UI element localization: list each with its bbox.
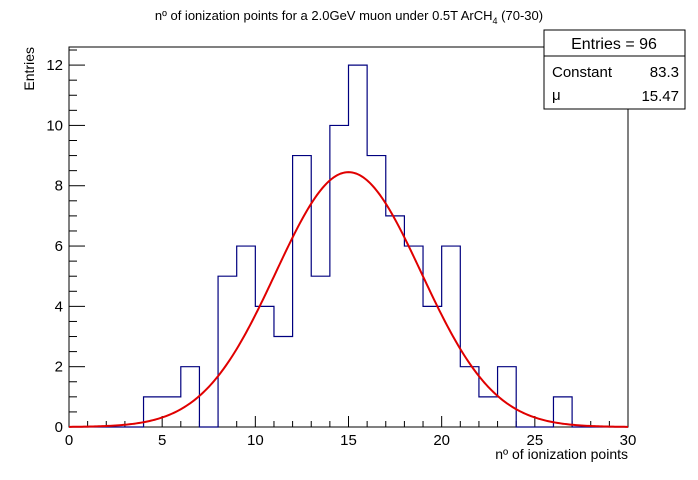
histogram-bin xyxy=(237,246,256,427)
histogram-bin xyxy=(330,125,349,427)
stats-mean-value: 15.47 xyxy=(641,88,679,105)
axis-ticks: 0 5 10 15 20 25 30 0 2 4 6 8 10 12 xyxy=(46,49,637,449)
histogram-bin xyxy=(498,367,517,427)
x-tick-label: 30 xyxy=(620,432,637,449)
y-tick-label: 2 xyxy=(55,359,63,376)
y-axis-label: Entries xyxy=(21,47,37,91)
histogram-bin xyxy=(479,397,498,427)
fit-curve xyxy=(68,171,629,428)
histogram-bin xyxy=(349,65,368,427)
histogram-bin xyxy=(404,246,423,427)
x-tick-label: 10 xyxy=(247,432,264,449)
histogram-bin xyxy=(255,306,274,427)
histogram-bin xyxy=(218,276,237,427)
histogram-bin xyxy=(423,306,442,427)
histogram-bin xyxy=(293,156,312,427)
y-tick-label: 4 xyxy=(55,298,63,315)
histogram-bin xyxy=(460,367,479,427)
y-tick-label: 12 xyxy=(46,57,63,74)
histogram-bin xyxy=(311,276,330,427)
y-tick-label: 8 xyxy=(55,178,63,195)
chart-title: nº of ionization points for a 2.0GeV muo… xyxy=(155,8,543,26)
histogram xyxy=(69,64,628,428)
x-tick-label: 25 xyxy=(526,432,543,449)
x-tick-label: 15 xyxy=(340,432,357,449)
y-tick-label: 10 xyxy=(46,117,63,134)
stats-constant-label: Constant xyxy=(552,64,613,81)
histogram-bin xyxy=(181,367,200,427)
histogram-bin xyxy=(367,156,386,427)
histogram-bin xyxy=(386,216,405,427)
stats-box: Entries = 96 Constant 83.3 μ 15.47 xyxy=(543,29,686,110)
x-tick-label: 20 xyxy=(433,432,450,449)
x-tick-label: 5 xyxy=(158,432,166,449)
fit-curve-group xyxy=(68,171,629,428)
y-tick-label: 6 xyxy=(55,238,63,255)
x-axis-label: nº of ionization points xyxy=(495,446,628,462)
histogram-bin xyxy=(442,246,461,427)
histogram-bin xyxy=(162,397,181,427)
stats-entries: Entries = 96 xyxy=(571,36,657,53)
histogram-bin xyxy=(274,337,293,427)
y-tick-label: 0 xyxy=(55,419,63,436)
stats-mean-label: μ xyxy=(552,87,561,104)
stats-constant-value: 83.3 xyxy=(650,64,679,81)
histogram-outline xyxy=(69,64,628,428)
x-tick-label: 0 xyxy=(65,432,73,449)
